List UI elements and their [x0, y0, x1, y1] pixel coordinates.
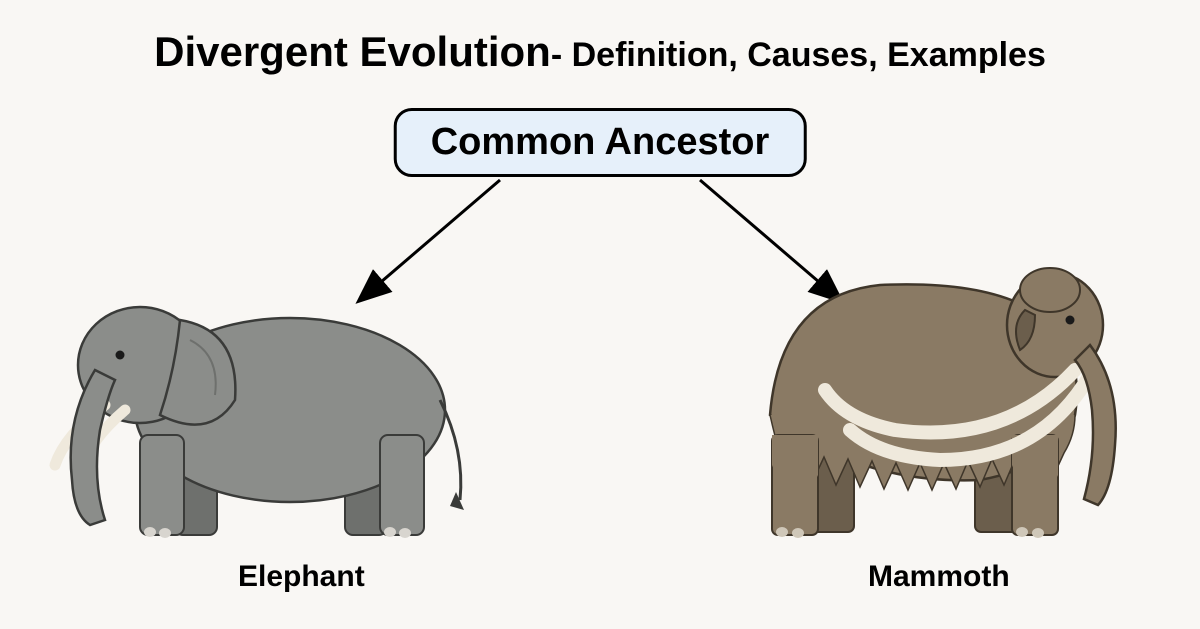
arrow-right	[700, 180, 840, 300]
elephant-label: Elephant	[238, 560, 365, 594]
diagram-canvas	[0, 0, 1200, 629]
elephant-illustration	[55, 307, 464, 538]
mammoth-label: Mammoth	[868, 560, 1010, 594]
mammoth-illustration	[770, 268, 1116, 538]
arrow-left	[360, 180, 500, 300]
